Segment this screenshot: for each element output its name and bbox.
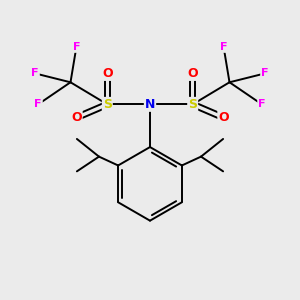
Text: F: F: [32, 68, 39, 78]
Text: F: F: [261, 68, 268, 78]
Text: O: O: [218, 111, 229, 124]
Text: S: S: [188, 98, 197, 111]
Text: O: O: [102, 67, 112, 80]
Text: N: N: [145, 98, 155, 111]
Text: F: F: [258, 99, 266, 110]
Text: O: O: [71, 111, 82, 124]
Text: F: F: [34, 99, 42, 110]
Text: S: S: [103, 98, 112, 111]
Text: F: F: [73, 42, 80, 52]
Text: F: F: [220, 42, 227, 52]
Text: O: O: [188, 67, 198, 80]
